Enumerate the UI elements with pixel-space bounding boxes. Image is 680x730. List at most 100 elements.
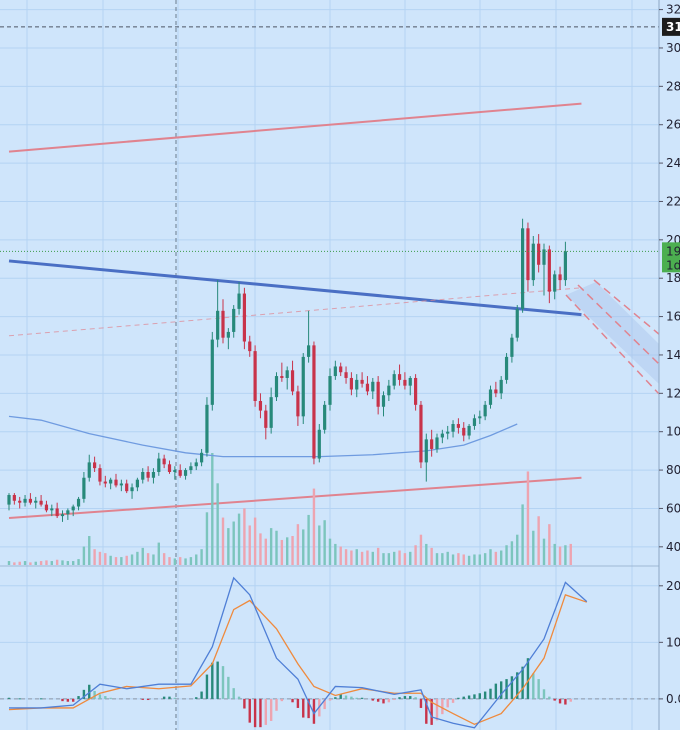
macd-histogram-bar — [553, 698, 556, 701]
macd-histogram-bar — [243, 698, 246, 709]
axis-background — [659, 0, 680, 730]
macd-histogram-bar — [237, 696, 241, 699]
volume-bar — [162, 553, 166, 565]
volume-bar — [72, 561, 75, 565]
macd-histogram-bar — [323, 698, 326, 710]
candle-body — [504, 356, 509, 380]
macd-histogram-bar — [467, 695, 471, 699]
fan-line — [577, 284, 661, 366]
moving-average-line — [8, 415, 518, 458]
macd-histogram-bar — [146, 698, 150, 701]
macd-histogram-bar — [216, 661, 219, 699]
volume-bar — [451, 554, 455, 565]
candle-body — [510, 337, 514, 357]
candle-body — [563, 251, 567, 281]
macd-histogram-bar — [414, 697, 417, 699]
volume-bar — [114, 557, 118, 565]
candle-body — [339, 366, 343, 373]
volume-bar — [141, 547, 144, 565]
volume-bar — [510, 541, 514, 565]
volume-bar — [376, 547, 380, 565]
volume-bar — [457, 553, 460, 565]
macd-panel — [0, 576, 659, 729]
volume-bar — [179, 557, 182, 565]
macd-histogram-bar — [264, 698, 267, 725]
macd-histogram-bar — [521, 666, 524, 699]
volume-bar — [296, 524, 300, 565]
axis-tick-label: 22 — [666, 194, 680, 208]
macd-histogram-bar — [82, 689, 86, 699]
macd-histogram-bar — [564, 698, 567, 705]
macd-histogram-bar — [376, 698, 380, 702]
candle-body — [349, 377, 353, 390]
axis-tick-label: 26 — [666, 118, 680, 132]
volume-bar — [542, 538, 546, 565]
candle-body — [151, 471, 156, 478]
macd-histogram-bar — [66, 698, 70, 702]
candle-body — [451, 424, 455, 432]
volume-bar — [558, 546, 562, 565]
crosshair-price-tag — [662, 17, 680, 36]
macd-histogram-bar — [259, 698, 262, 728]
macd-histogram-bar — [382, 698, 385, 704]
candle-body — [76, 498, 81, 507]
candle-body — [312, 345, 316, 459]
volume-bar — [173, 558, 177, 565]
volume-bar — [45, 560, 48, 565]
volume-bar — [264, 538, 267, 565]
volume-bar — [355, 549, 358, 565]
candle-body — [226, 331, 230, 338]
candle-body — [82, 477, 86, 499]
candle-body — [39, 500, 43, 505]
candle-body — [221, 310, 225, 338]
candle-body — [269, 397, 273, 428]
volume-bar — [446, 551, 449, 565]
price-axis[interactable]: 32302826242220181614121080604020100.0311… — [658, 0, 680, 730]
volume-bar — [13, 562, 16, 565]
candle-body — [435, 437, 439, 449]
candle-body — [462, 427, 466, 436]
candle-body — [301, 356, 305, 417]
volume-bar — [312, 488, 316, 565]
volume-bar — [334, 543, 337, 565]
candle-body — [371, 381, 375, 392]
candle-body — [103, 481, 107, 484]
candle-body — [307, 345, 311, 357]
macd-axis-tick-label: 20 — [666, 579, 680, 593]
macd-histogram-bar — [403, 696, 407, 699]
volume-bar — [569, 543, 572, 565]
moving-average — [8, 415, 518, 458]
macd-histogram-bar — [109, 697, 112, 699]
macd-histogram-bar — [532, 673, 535, 699]
candle-body — [440, 433, 444, 438]
candle-body — [130, 487, 134, 492]
volume-bar — [216, 483, 219, 565]
volume-bar — [398, 550, 401, 565]
volume-bar — [146, 553, 150, 565]
volume-bar — [505, 545, 508, 565]
volume-bar — [494, 551, 498, 565]
volume-bar — [93, 549, 96, 565]
macd-histogram-bar — [227, 676, 230, 699]
macd-histogram-bar — [425, 698, 428, 724]
volume-bar — [360, 551, 364, 565]
volume-bar — [253, 517, 257, 565]
candle-body — [290, 370, 295, 392]
candle-body — [333, 366, 337, 377]
macd-histogram-bar — [275, 698, 278, 711]
macd-histogram-bar — [569, 698, 572, 702]
volume-bar — [526, 471, 530, 565]
volume-bar — [243, 508, 246, 565]
volume-bar — [382, 553, 385, 565]
axis-tick-label: 60 — [666, 501, 680, 515]
volume-bar — [393, 551, 396, 565]
volume-bar — [211, 453, 214, 565]
volume-bar — [227, 528, 230, 565]
trend-line-lower-channel — [8, 476, 582, 520]
candle-body — [55, 508, 59, 517]
volume-bar — [430, 547, 433, 565]
volume-bar — [168, 557, 171, 565]
volume-bar — [441, 553, 444, 565]
macd-histogram-bar — [307, 698, 310, 719]
candle-body — [7, 495, 11, 505]
